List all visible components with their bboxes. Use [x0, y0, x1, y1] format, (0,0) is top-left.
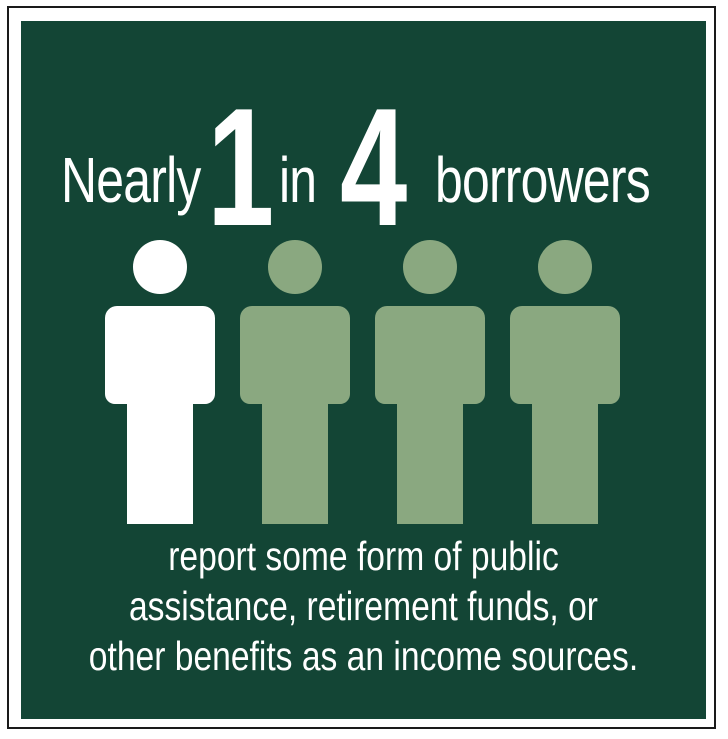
caption: report some form of public assistance, r…	[21, 531, 706, 681]
caption-line-1: report some form of public	[168, 533, 559, 579]
person-icon	[375, 240, 485, 524]
headline-word-nearly: Nearly	[61, 144, 201, 216]
person-icon	[510, 240, 620, 524]
headline: Nearly 1 in 4 borrowers	[21, 83, 706, 251]
headline-word-borrowers: borrowers	[435, 144, 651, 216]
caption-line-2: assistance, retirement funds, or	[128, 583, 599, 629]
infographic-panel: Nearly 1 in 4 borrowers report some form…	[21, 21, 706, 719]
person-icon-highlighted	[105, 240, 215, 524]
headline-number-four: 4	[340, 73, 408, 261]
person-icon	[240, 240, 350, 524]
caption-line-3: other benefits as an income sources.	[88, 633, 639, 679]
headline-word-in: in	[279, 144, 317, 216]
people-figures	[21, 21, 706, 719]
headline-number-one: 1	[207, 73, 275, 261]
